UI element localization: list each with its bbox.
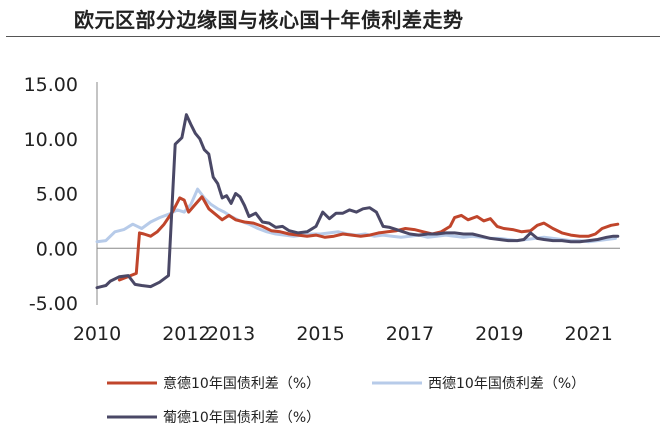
y-tick-label: 5.00 [36,184,78,206]
x-tick-label: 2021 [565,323,613,345]
y-tick-label: 10.00 [24,129,78,151]
series-line-0 [117,195,620,282]
legend: 意德10年国债利差（%） 西德10年国债利差（%） 葡德10年国债利差（%） [107,375,585,426]
y-tick-label: -5.00 [29,293,78,315]
title-divider [6,36,660,37]
x-tick-label: 2012 [162,323,210,345]
legend-label: 意德10年国债利差（%） [163,375,320,392]
y-axis: 15.00 10.00 5.00 0.00 -5.00 [24,74,98,315]
chart-title: 欧元区部分边缘国与核心国十年债利差走势 [74,8,464,32]
x-tick-label: 2010 [73,323,121,345]
y-tick-label: 0.00 [36,238,78,260]
series-line-2 [95,113,620,290]
series-lines [95,113,620,290]
legend-label: 西德10年国债利差（%） [428,376,585,392]
x-tick-label: 2015 [296,323,344,345]
y-tick-label: 15.00 [24,74,78,96]
series-line-1 [95,187,617,244]
x-tick-label: 2017 [386,323,434,345]
x-tick-label: 2019 [475,323,523,345]
legend-label: 葡德10年国债利差（%） [163,410,320,426]
x-tick-label: 2013 [207,323,255,345]
